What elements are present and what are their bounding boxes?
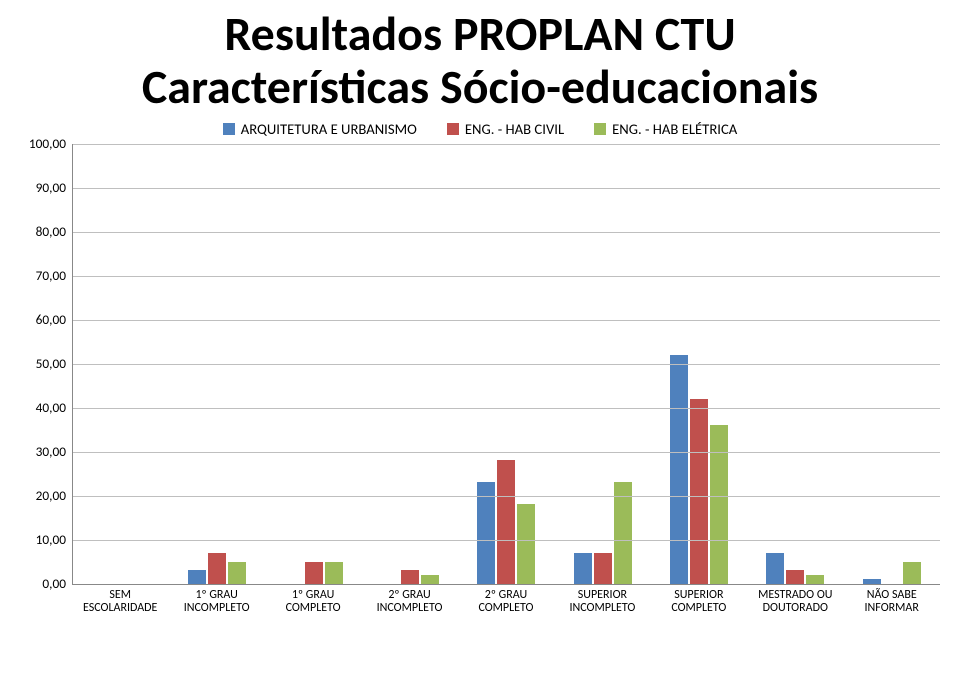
gridline: [73, 144, 940, 145]
bar: [228, 562, 246, 584]
x-axis: SEM ESCOLARIDADE1º GRAU INCOMPLETO1º GRA…: [20, 589, 940, 617]
bar: [690, 399, 708, 584]
bar: [517, 504, 535, 583]
x-tick-label: MESTRADO OU DOUTORADO: [747, 589, 843, 617]
bar: [188, 570, 206, 583]
bar: [574, 553, 592, 584]
gridline: [73, 320, 940, 321]
bar: [670, 355, 688, 584]
x-tick-label: NÃO SABE INFORMAR: [844, 589, 940, 617]
page-title-line1: Resultados PROPLAN CTU: [20, 8, 940, 61]
chart: ARQUITETURA E URBANISMO ENG. - HAB CIVIL E…: [20, 120, 940, 617]
bar: [806, 575, 824, 584]
bar: [305, 562, 323, 584]
x-tick-label: 1º GRAU INCOMPLETO: [168, 589, 264, 617]
x-tick-label: SUPERIOR INCOMPLETO: [554, 589, 650, 617]
gridline: [73, 276, 940, 277]
bar: [614, 482, 632, 583]
bar: [477, 482, 495, 583]
bar: [497, 460, 515, 583]
bar: [208, 553, 226, 584]
x-tick-label: SEM ESCOLARIDADE: [72, 589, 168, 617]
bar: [863, 579, 881, 583]
page-title-line2: Características Sócio-educacionais: [20, 61, 940, 114]
bar: [786, 570, 804, 583]
x-tick-label: 2º GRAU INCOMPLETO: [361, 589, 457, 617]
legend: ARQUITETURA E URBANISMO ENG. - HAB CIVIL E…: [20, 120, 940, 138]
legend-swatch: [594, 123, 606, 135]
plot-outer: 100,0090,0080,0070,0060,0050,0040,0030,0…: [20, 144, 940, 585]
x-tick-label: 1º GRAU COMPLETO: [265, 589, 361, 617]
x-axis-spacer: [20, 589, 72, 617]
legend-item: ENG. - HAB CIVIL: [447, 120, 564, 138]
gridline: [73, 452, 940, 453]
gridline: [73, 540, 940, 541]
plot-area: [72, 144, 940, 585]
legend-swatch: [447, 123, 459, 135]
bar: [766, 553, 784, 584]
gridline: [73, 496, 940, 497]
legend-label: ARQUITETURA E URBANISMO: [241, 120, 417, 138]
gridline: [73, 364, 940, 365]
legend-label: ENG. - HAB CIVIL: [465, 120, 564, 138]
y-axis: 100,0090,0080,0070,0060,0050,0040,0030,0…: [20, 144, 72, 584]
gridline: [73, 408, 940, 409]
bar: [594, 553, 612, 584]
legend-item: ARQUITETURA E URBANISMO: [223, 120, 417, 138]
page: Resultados PROPLAN CTU Características S…: [0, 0, 960, 700]
gridline: [73, 232, 940, 233]
bar: [325, 562, 343, 584]
gridline: [73, 188, 940, 189]
bar: [903, 562, 921, 584]
bar: [401, 570, 419, 583]
x-tick-label: 2º GRAU COMPLETO: [458, 589, 554, 617]
legend-item: ENG. - HAB ELÉTRICA: [594, 120, 737, 138]
bar: [710, 425, 728, 583]
legend-swatch: [223, 123, 235, 135]
legend-label: ENG. - HAB ELÉTRICA: [612, 120, 737, 138]
x-tick-label: SUPERIOR COMPLETO: [651, 589, 747, 617]
bar: [421, 575, 439, 584]
